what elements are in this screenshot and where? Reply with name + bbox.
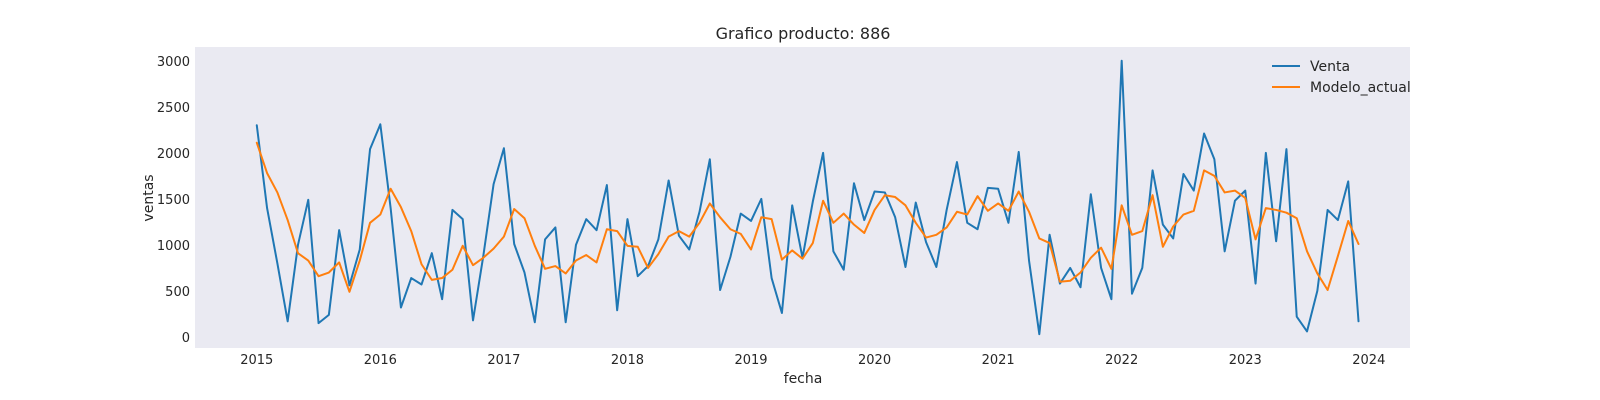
y-axis: 0 500 1000 1500 2000 2500 3000	[157, 55, 190, 346]
y-axis-label: ventas	[141, 174, 157, 221]
y-tick-label: 0	[182, 331, 190, 346]
y-tick-label: 1500	[157, 193, 190, 208]
x-tick-label: 2023	[1229, 353, 1262, 368]
series-line-venta	[255, 59, 1360, 336]
x-tick-label: 2024	[1352, 353, 1385, 368]
x-axis-label: fecha	[784, 371, 823, 387]
y-tick-label: 3000	[157, 55, 190, 70]
x-tick-label: 2020	[858, 353, 891, 368]
x-tick-label: 2022	[1105, 353, 1138, 368]
x-tick-label: 2021	[982, 353, 1015, 368]
chart-title: Grafico producto: 886	[716, 24, 891, 43]
series-lines	[255, 59, 1360, 336]
x-tick-label: 2015	[240, 353, 273, 368]
y-tick-label: 500	[165, 285, 190, 300]
series-line-modelo-actual	[255, 141, 1360, 293]
x-tick-label: 2018	[611, 353, 644, 368]
plot-area	[195, 47, 1410, 348]
x-axis: 2015 2016 2017 2018 2019 2020 2021 2022 2023 2024	[240, 353, 1385, 368]
legend: Venta Modelo_actual	[1272, 59, 1411, 96]
legend-entry-label: Modelo_actual	[1310, 80, 1411, 96]
legend-entry-label: Venta	[1310, 59, 1350, 75]
x-tick-label: 2016	[364, 353, 397, 368]
y-tick-label: 1000	[157, 239, 190, 254]
x-tick-label: 2019	[734, 353, 767, 368]
y-tick-label: 2000	[157, 147, 190, 162]
y-tick-label: 2500	[157, 101, 190, 116]
x-tick-label: 2017	[487, 353, 520, 368]
